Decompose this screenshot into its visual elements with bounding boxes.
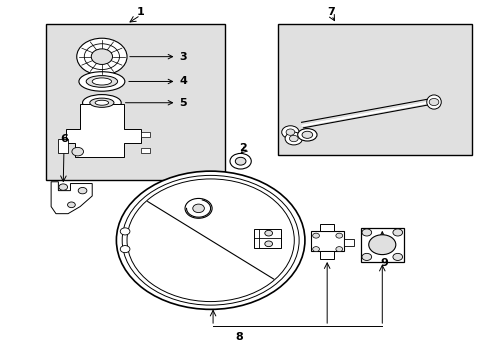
Circle shape [264,241,272,247]
Circle shape [78,188,87,194]
Ellipse shape [82,95,121,111]
Circle shape [67,202,75,208]
Circle shape [120,246,130,253]
Circle shape [184,198,212,218]
Circle shape [335,247,342,252]
Text: 5: 5 [125,98,186,108]
Circle shape [285,132,302,145]
Bar [319,251,334,259]
Bar [254,229,280,248]
Ellipse shape [302,131,312,138]
Circle shape [392,229,402,236]
Circle shape [312,233,319,238]
Circle shape [120,228,130,235]
Bar [140,148,150,153]
Circle shape [235,157,245,165]
Text: 8: 8 [235,332,243,342]
Ellipse shape [79,72,124,91]
Circle shape [428,99,438,105]
Circle shape [116,171,305,309]
Circle shape [368,235,395,255]
Circle shape [72,147,83,156]
Polygon shape [65,104,140,157]
Ellipse shape [426,95,440,109]
Bar [140,132,150,138]
Circle shape [264,230,272,236]
Text: 7: 7 [327,6,335,17]
Text: 6: 6 [60,134,68,144]
Text: 2: 2 [239,143,246,153]
Polygon shape [51,182,92,214]
Bar [82,104,121,109]
Ellipse shape [297,129,316,141]
Ellipse shape [86,76,117,87]
Bar [80,109,123,129]
Circle shape [361,229,371,236]
Circle shape [289,135,298,142]
Circle shape [281,126,299,139]
Circle shape [312,247,319,252]
Circle shape [229,153,251,169]
Circle shape [192,204,204,213]
Ellipse shape [90,98,114,107]
Bar [310,231,344,251]
Bar [278,24,471,155]
Bar [319,224,334,231]
Ellipse shape [95,100,108,105]
Text: 9: 9 [380,258,388,268]
Circle shape [77,38,127,75]
Circle shape [285,129,294,135]
Circle shape [59,184,67,190]
Bar [344,239,353,246]
Bar [360,228,403,261]
Circle shape [361,253,371,260]
Bar [46,24,224,180]
Text: 3: 3 [129,51,186,62]
Circle shape [91,49,112,64]
Circle shape [392,253,402,260]
Ellipse shape [92,78,111,85]
Text: 4: 4 [128,76,187,86]
Bar [58,139,68,153]
Text: 1: 1 [137,6,144,17]
Circle shape [335,233,342,238]
